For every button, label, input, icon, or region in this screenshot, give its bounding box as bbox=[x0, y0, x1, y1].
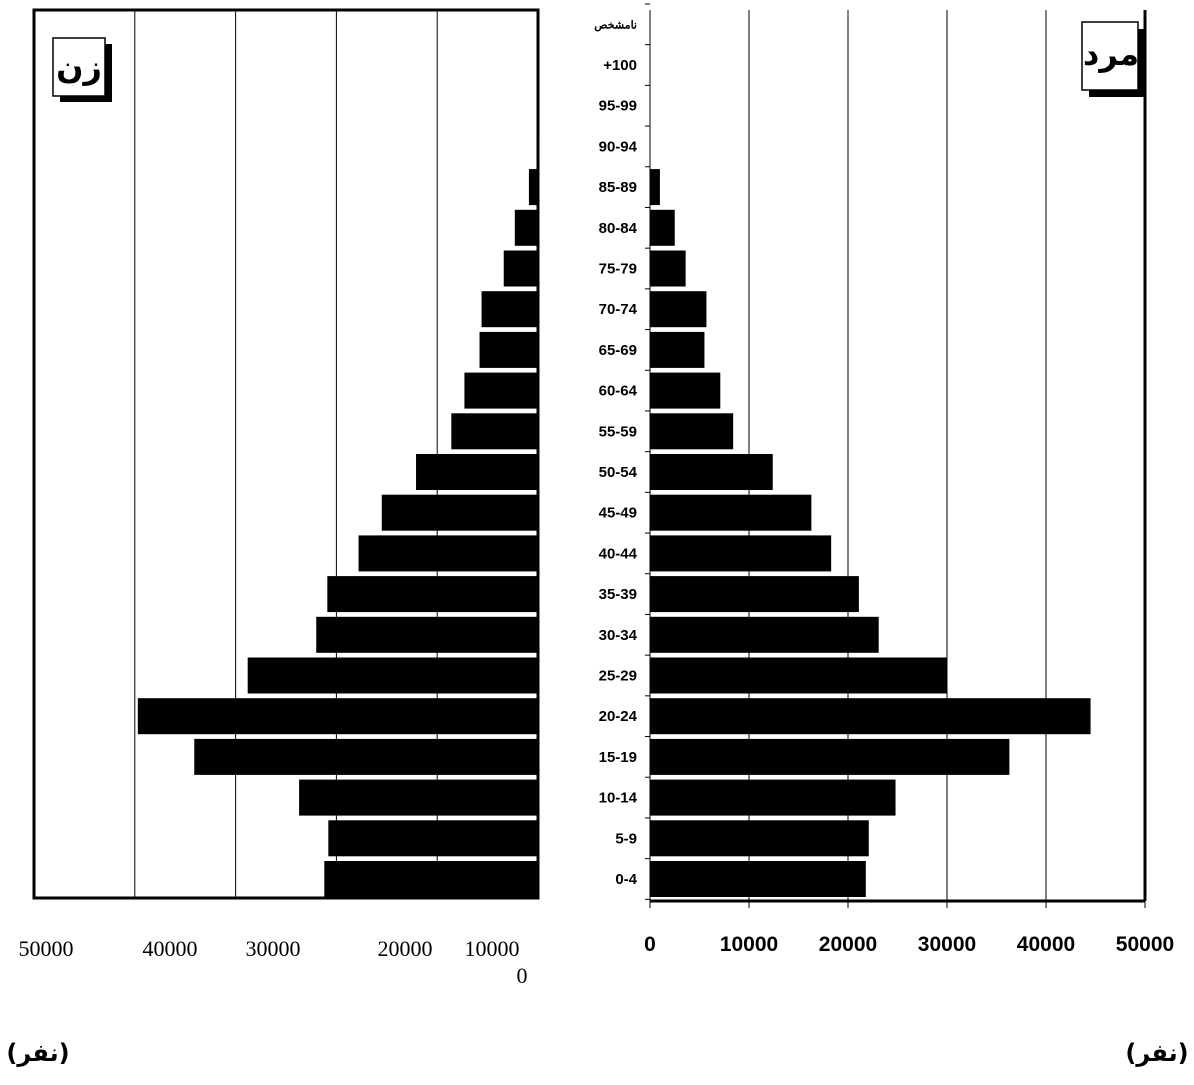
male-bar-70-74 bbox=[650, 291, 707, 328]
age-label-19: 95-99 bbox=[599, 98, 637, 115]
female-tick-label: 20000 bbox=[378, 936, 433, 961]
male-bar-20-24 bbox=[650, 698, 1091, 735]
age-label-15: 75-79 bbox=[599, 261, 637, 278]
female-bar-20-24 bbox=[137, 698, 538, 735]
female-legend-box: زن bbox=[52, 37, 112, 102]
male-bar-10-14 bbox=[650, 779, 896, 816]
female-tick-label: 0 bbox=[517, 963, 528, 988]
female-bar-50-54 bbox=[416, 454, 538, 490]
female-bar-75-79 bbox=[503, 250, 538, 287]
male-bar-35-39 bbox=[650, 576, 859, 613]
age-label-2: 10-14 bbox=[599, 790, 638, 807]
age-label-11: 55-59 bbox=[599, 423, 637, 440]
male-bar-45-49 bbox=[650, 494, 812, 531]
male-label: مرد bbox=[1083, 35, 1139, 73]
age-label-14: 70-74 bbox=[599, 301, 638, 318]
male-tick-label: 0 bbox=[644, 933, 656, 956]
age-label-5: 25-29 bbox=[599, 668, 637, 685]
female-bar-70-74 bbox=[481, 291, 538, 328]
male-legend-box: مرد bbox=[1081, 21, 1145, 97]
female-bar-5-9 bbox=[328, 820, 538, 857]
female-bar-10-14 bbox=[299, 779, 538, 816]
age-label-12: 60-64 bbox=[599, 383, 638, 400]
male-bar-85-89 bbox=[650, 169, 660, 206]
male-bar-5-9 bbox=[650, 820, 869, 857]
female-bar-40-44 bbox=[358, 535, 538, 572]
age-label-18: 90-94 bbox=[599, 138, 638, 155]
female-bar-25-29 bbox=[247, 657, 539, 694]
male-bar-55-59 bbox=[650, 413, 734, 450]
male-bar-25-29 bbox=[650, 657, 947, 694]
male-tick-label: 30000 bbox=[918, 933, 976, 956]
age-label-17: 85-89 bbox=[599, 179, 637, 196]
male-bar-0-4 bbox=[650, 861, 866, 897]
male-panel: 0 10000 20000 30000 40000 50000 bbox=[644, 3, 1174, 956]
female-bar-55-59 bbox=[451, 413, 538, 450]
age-label-4: 20-24 bbox=[599, 708, 638, 725]
male-bar-60-64 bbox=[650, 372, 721, 409]
male-bar-50-54 bbox=[650, 454, 773, 490]
male-bar-75-79 bbox=[650, 250, 686, 287]
female-bar-85-89 bbox=[528, 169, 538, 206]
unit-label-right: (نفر) bbox=[1125, 1039, 1188, 1067]
male-bar-30-34 bbox=[650, 616, 879, 653]
age-label-16: 80-84 bbox=[599, 220, 638, 237]
male-bar-40-44 bbox=[650, 535, 832, 572]
male-tick-label: 40000 bbox=[1017, 933, 1075, 956]
female-bar-35-39 bbox=[327, 576, 538, 613]
female-tick-label: 10000 bbox=[465, 936, 520, 961]
unit-label-left: (نفر) bbox=[6, 1039, 69, 1067]
female-bar-45-49 bbox=[381, 494, 538, 531]
female-tick-label: 40000 bbox=[143, 936, 198, 961]
age-label-21: نامشخص bbox=[594, 19, 637, 31]
age-label-8: 40-44 bbox=[599, 545, 638, 562]
female-tick-label: 30000 bbox=[246, 936, 301, 961]
female-bar-15-19 bbox=[194, 738, 538, 775]
male-tick-label: 50000 bbox=[1116, 933, 1174, 956]
age-label-9: 45-49 bbox=[599, 505, 637, 522]
female-label: زن bbox=[56, 48, 102, 86]
age-label-0: 0-4 bbox=[615, 871, 637, 888]
male-tick-label: 20000 bbox=[819, 933, 877, 956]
female-bar-0-4 bbox=[324, 861, 538, 897]
female-bar-65-69 bbox=[479, 331, 538, 368]
age-label-20: +100 bbox=[603, 57, 637, 74]
age-labels: 0-4 5-9 10-14 15-19 20-24 25-29 30-34 35-39 40-4… bbox=[594, 19, 637, 888]
female-bar-80-84 bbox=[514, 209, 538, 246]
female-bar-60-64 bbox=[464, 372, 538, 409]
male-bar-15-19 bbox=[650, 738, 1010, 775]
age-label-1: 5-9 bbox=[615, 830, 637, 847]
age-label-3: 15-19 bbox=[599, 749, 637, 766]
male-bar-80-84 bbox=[650, 209, 675, 246]
age-label-13: 65-69 bbox=[599, 342, 637, 359]
female-bar-90-94 bbox=[536, 128, 538, 165]
female-tick-label: 50000 bbox=[19, 936, 74, 961]
female-bar-30-34 bbox=[316, 616, 538, 653]
male-tick-label: 10000 bbox=[720, 933, 778, 956]
age-label-10: 50-54 bbox=[599, 464, 638, 481]
male-bar-65-69 bbox=[650, 331, 705, 368]
age-label-7: 35-39 bbox=[599, 586, 637, 603]
age-label-6: 30-34 bbox=[599, 627, 638, 644]
